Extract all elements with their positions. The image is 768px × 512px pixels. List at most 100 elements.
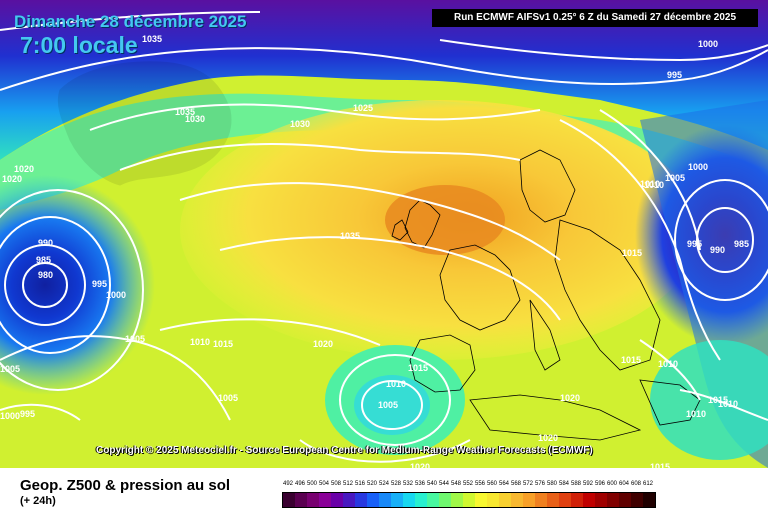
legend-swatch — [331, 493, 343, 507]
isobar-label: 1005 — [378, 400, 398, 410]
legend-label: 532 — [402, 481, 413, 487]
legend-label: 528 — [390, 481, 401, 487]
isobar-label: 995 — [667, 70, 682, 80]
isobars — [0, 11, 768, 463]
isobar-label: 1015 — [622, 248, 642, 258]
field-low-atlantic — [0, 175, 155, 395]
isobar-label: 995 — [20, 409, 35, 419]
isobar-label: 1030 — [185, 114, 205, 124]
legend-swatch — [415, 493, 427, 507]
isobar-label: 1020 — [14, 164, 34, 174]
legend-swatch — [499, 493, 511, 507]
legend-label: 500 — [306, 481, 317, 487]
legend-label: 588 — [570, 481, 581, 487]
legend-label: 580 — [546, 481, 557, 487]
isobar-label: 1020 — [538, 433, 558, 443]
forecast-date: Dimanche 28 décembre 2025 — [14, 12, 247, 31]
legend-swatch — [511, 493, 523, 507]
isobar-label: 1015 — [650, 462, 670, 468]
legend-label: 612 — [642, 481, 653, 487]
isobar-label: 1005 — [665, 173, 685, 183]
isobar-label: 1015 — [621, 355, 641, 365]
legend-swatch — [367, 493, 379, 507]
legend-swatch — [427, 493, 439, 507]
legend-label: 548 — [450, 481, 461, 487]
legend-swatch — [535, 493, 547, 507]
legend-label: 524 — [378, 481, 389, 487]
legend-swatch — [595, 493, 607, 507]
isobar-label: 1010 — [644, 180, 664, 190]
lead-time: (+ 24h) — [20, 495, 56, 507]
legend-swatch — [619, 493, 631, 507]
legend-swatch — [391, 493, 403, 507]
isobar-label: 1005 — [125, 334, 145, 344]
legend-swatch — [355, 493, 367, 507]
legend-swatch — [583, 493, 595, 507]
legend-label: 604 — [618, 481, 629, 487]
legend-swatch — [487, 493, 499, 507]
isobar-label: 1000 — [698, 39, 718, 49]
legend-swatch — [643, 493, 655, 507]
isobar-label: 1000 — [0, 411, 20, 421]
isobar-label: 1020 — [560, 393, 580, 403]
isobar-label: 985 — [36, 255, 51, 265]
isobar-label: 1010 — [190, 337, 210, 347]
legend-swatch — [463, 493, 475, 507]
legend-swatch — [295, 493, 307, 507]
color-scale-legend — [282, 492, 656, 508]
legend-label: 504 — [318, 481, 329, 487]
legend-label: 564 — [498, 481, 509, 487]
legend-swatch — [571, 493, 583, 507]
legend-label: 508 — [330, 481, 341, 487]
isobar-label: 1010 — [686, 409, 706, 419]
isobar-label: 1035 — [340, 231, 360, 241]
legend-label: 492 — [282, 481, 293, 487]
legend-label: 600 — [606, 481, 617, 487]
isobar-label: 1015 — [408, 363, 428, 373]
isobar-label: 1000 — [106, 290, 126, 300]
legend-swatch — [631, 493, 643, 507]
field-high-core — [385, 185, 505, 255]
isobar-label: 1000 — [688, 162, 708, 172]
isobar-label: 1010 — [718, 399, 738, 409]
legend-label: 576 — [534, 481, 545, 487]
isobar-label: 995 — [687, 239, 702, 249]
isobar-label: 1010 — [386, 379, 406, 389]
isobar-label: 1015 — [213, 339, 233, 349]
legend-label: 552 — [462, 481, 473, 487]
isobar-label: 1015 — [708, 395, 728, 405]
isobar-label: 980 — [38, 270, 53, 280]
legend-swatch — [451, 493, 463, 507]
isobar-label: 1035 — [142, 34, 162, 44]
legend-label: 520 — [366, 481, 377, 487]
legend-swatch — [283, 493, 295, 507]
legend-swatch — [547, 493, 559, 507]
isobar-label: 1035 — [175, 107, 195, 117]
isobar-label: 1005 — [218, 393, 238, 403]
legend-label: 568 — [510, 481, 521, 487]
isobar-label: 1020 — [2, 174, 22, 184]
legend-swatch — [439, 493, 451, 507]
isobar-labels: 1035 1035 1030 1025 1030 1020 1020 990 9… — [0, 34, 749, 468]
run-info: Run ECMWF AIFSv1 0.25° 6 Z du Samedi 27 … — [432, 9, 758, 27]
forecast-time: 7:00 locale — [20, 32, 138, 58]
field-iberia-core — [354, 375, 430, 435]
legend-swatch — [523, 493, 535, 507]
legend-label: 544 — [438, 481, 449, 487]
legend-label: 560 — [486, 481, 497, 487]
legend-swatch — [607, 493, 619, 507]
field-se — [650, 340, 768, 460]
legend-label: 496 — [294, 481, 305, 487]
legend-label: 536 — [414, 481, 425, 487]
legend-label: 608 — [630, 481, 641, 487]
isobar-label: 1005 — [0, 364, 20, 374]
legend-label: 516 — [354, 481, 365, 487]
isobar-label: 990 — [38, 238, 53, 248]
isobar-label: 1030 — [290, 119, 310, 129]
isobar-label: 1020 — [410, 462, 430, 468]
legend-label: 584 — [558, 481, 569, 487]
greenland — [57, 61, 232, 186]
legend-swatch — [559, 493, 571, 507]
legend-label: 556 — [474, 481, 485, 487]
